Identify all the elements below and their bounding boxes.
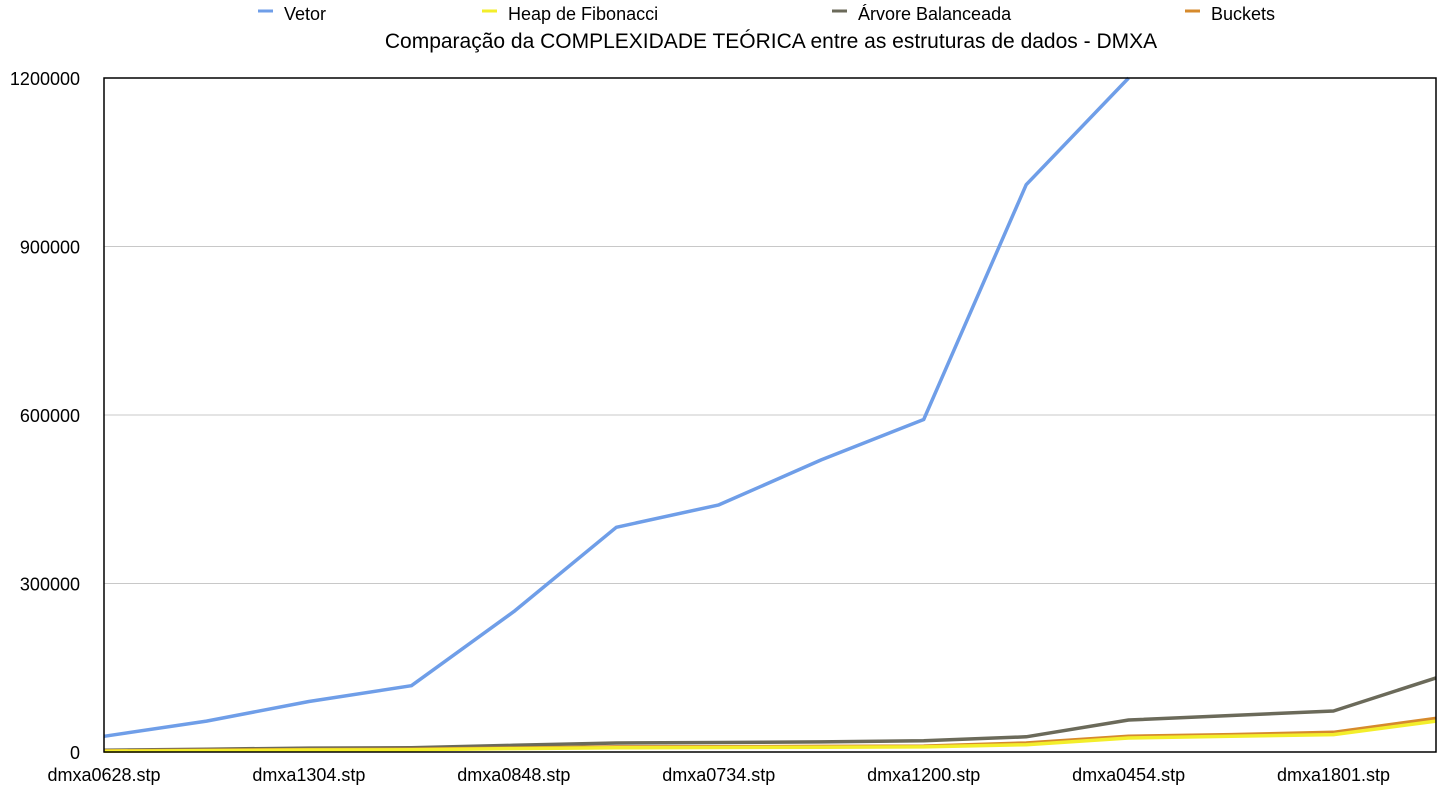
legend-label: Buckets bbox=[1211, 4, 1275, 24]
x-tick-label: dmxa1304.stp bbox=[252, 765, 365, 785]
y-tick-label: 0 bbox=[70, 743, 80, 763]
legend-label: Árvore Balanceada bbox=[858, 4, 1012, 24]
x-tick-label: dmxa1200.stp bbox=[867, 765, 980, 785]
y-axis-tick-labels: 0 300000 600000 900000 1200000 bbox=[10, 69, 80, 763]
series-line-2 bbox=[103, 676, 1437, 753]
legend-label: Vetor bbox=[284, 4, 326, 24]
plot-area-frame bbox=[103, 77, 1437, 753]
y-tick-label: 900000 bbox=[20, 238, 80, 258]
grid-lines bbox=[104, 246, 1436, 584]
x-tick-label: dmxa0628.stp bbox=[47, 765, 160, 785]
x-tick-label: dmxa1801.stp bbox=[1277, 765, 1390, 785]
x-tick-label: dmxa0734.stp bbox=[662, 765, 775, 785]
legend: Vetor Heap de Fibonacci Árvore Balanceada B… bbox=[258, 4, 1275, 24]
chart-title: Comparação da COMPLEXIDADE TEÓRICA entre… bbox=[385, 30, 1157, 53]
series-lines bbox=[103, 76, 1437, 753]
x-tick-label: dmxa0848.stp bbox=[457, 765, 570, 785]
y-tick-label: 300000 bbox=[20, 575, 80, 595]
x-axis-tick-labels: dmxa0628.stp dmxa1304.stp dmxa0848.stp dmxa… bbox=[47, 765, 1390, 785]
y-tick-label: 1200000 bbox=[10, 69, 80, 89]
legend-label: Heap de Fibonacci bbox=[508, 4, 658, 24]
y-tick-label: 600000 bbox=[20, 406, 80, 426]
x-tick-label: dmxa0454.stp bbox=[1072, 765, 1185, 785]
series-line-1 bbox=[103, 719, 1437, 753]
series-line-0 bbox=[103, 76, 1130, 739]
